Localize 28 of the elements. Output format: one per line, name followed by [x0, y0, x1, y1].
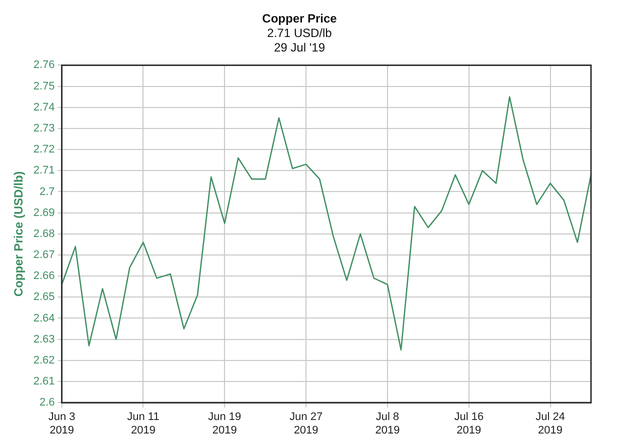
- chart-subtitle: 2.71 USD/lb: [267, 26, 332, 40]
- y-tick-label: 2.71: [33, 164, 55, 177]
- y-tick-label: 2.68: [33, 228, 55, 240]
- y-tick-label: 2.75: [33, 80, 55, 92]
- x-tick-label: Jun 11 2019: [127, 411, 160, 436]
- y-tick-label: 2.7: [40, 186, 55, 198]
- y-tick-label: 2.73: [33, 122, 55, 134]
- y-tick-label: 2.69: [33, 206, 55, 219]
- x-tick-label: Jun 19 2019: [208, 411, 242, 436]
- y-tick-label: 2.67: [33, 249, 55, 262]
- y-tick-label: 2.63: [33, 333, 55, 346]
- x-tick-label: Jun 27 2019: [290, 411, 323, 436]
- x-tick-label: Jul 24 2019: [536, 411, 565, 436]
- x-tick-label: Jul 8 2019: [375, 411, 400, 436]
- y-tick-label: 2.72: [33, 144, 55, 156]
- y-tick-label: 2.65: [33, 291, 55, 304]
- y-tick-label: 2.76: [33, 59, 55, 72]
- x-tick-label: Jun 3 2019: [48, 411, 76, 436]
- chart-title: Copper Price: [262, 12, 338, 26]
- y-tick-label: 2.61: [33, 376, 55, 388]
- y-tick-label: 2.6: [40, 396, 55, 409]
- x-tick-label: Jul 16 2019: [454, 411, 484, 436]
- text: 29 Jul '19: [274, 40, 326, 54]
- y-tick-label: 2.62: [33, 354, 55, 366]
- y-tick-label: 2.74: [33, 101, 55, 114]
- y-axis-title: Copper Price (USD/lb): [12, 171, 26, 297]
- y-tick-label: 2.64: [33, 312, 55, 324]
- y-tick-label: 2.66: [33, 270, 55, 282]
